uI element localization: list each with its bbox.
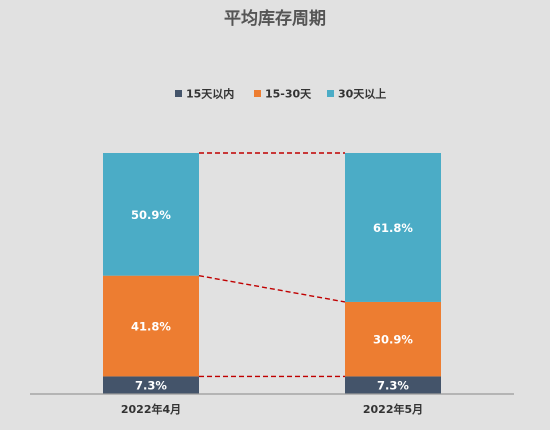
data-label-0-1: 41.8% (131, 320, 171, 334)
chart-title: 平均库存周期 (224, 8, 326, 29)
bar-1-0 (345, 376, 441, 394)
bars: 7.3% 41.8% 50.9% 7.3% 30.9% 61.8% (103, 153, 441, 394)
series-line-1 (198, 274, 346, 303)
legend-label-2: 30天以上 (338, 87, 386, 101)
x-tick-label-1: 2022年5月 (363, 402, 423, 416)
legend-label-0: 15天以内 (186, 87, 234, 101)
legend-swatch-2 (327, 90, 334, 97)
data-label-0-0: 7.3% (135, 379, 167, 393)
bar-0-2 (103, 153, 199, 276)
x-tick-label-0: 2022年4月 (121, 402, 181, 416)
data-label-1-0: 7.3% (377, 379, 409, 393)
legend-label-1: 15-30天 (265, 88, 312, 101)
series-lines (198, 152, 346, 378)
x-axis-labels: 2022年4月 2022年5月 (121, 402, 423, 416)
bar-0-1 (103, 275, 199, 377)
legend: 15天以内 15-30天 30天以上 (175, 87, 386, 101)
bar-0-0 (103, 376, 199, 394)
data-label-1-1: 30.9% (373, 333, 413, 347)
data-label-0-2: 50.9% (131, 208, 171, 222)
bar-1-1 (345, 301, 441, 377)
legend-swatch-1 (254, 90, 261, 97)
data-label-1-2: 61.8% (373, 221, 413, 235)
legend-swatch-0 (175, 90, 182, 97)
bar-1-2 (345, 153, 441, 302)
